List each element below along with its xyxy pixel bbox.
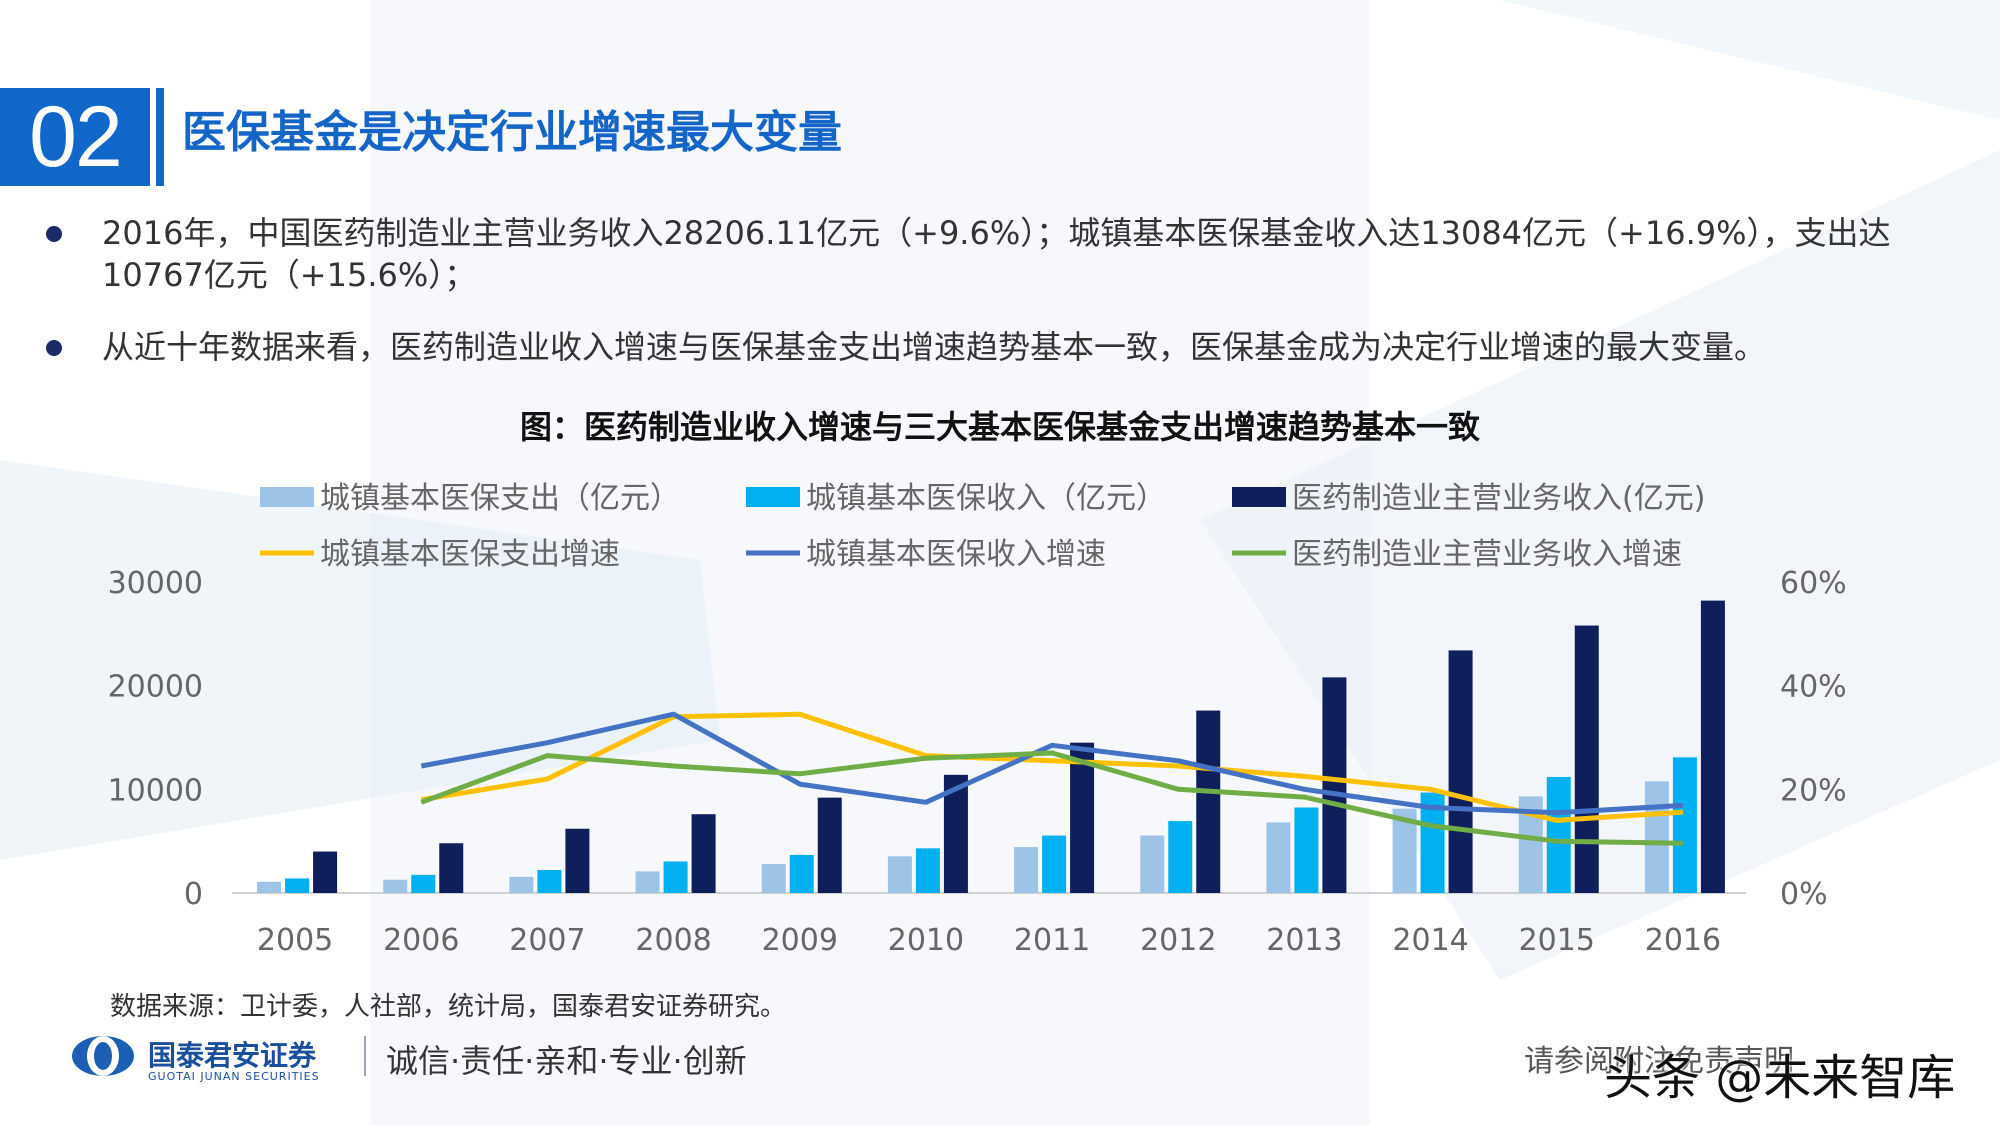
- watermark: 头条 @未来智库: [1604, 1050, 1956, 1106]
- bar-3: [1322, 677, 1347, 893]
- bar-1: [1140, 835, 1165, 893]
- chart-title: 图：医药制造业收入增速与三大基本医保基金支出增速趋势基本一致: [519, 408, 1480, 446]
- company-logo: 国泰君安证券 GUOTAI JUNAN SECURITIES: [70, 1034, 319, 1083]
- bar-1: [509, 876, 534, 893]
- bullet-text: 从近十年数据来看，医药制造业收入增速与医保基金支出增速趋势基本一致，医保基金成为…: [102, 328, 1767, 366]
- x-tick-label: 2016: [1645, 923, 1721, 958]
- bar-1: [383, 879, 408, 893]
- x-tick-label: 2010: [888, 923, 964, 958]
- y-left-tick-label: 0: [184, 877, 203, 912]
- bar-3: [1070, 742, 1095, 893]
- bar-3: [313, 851, 338, 893]
- bar-3: [691, 814, 716, 893]
- bullet-item: 2016年，中国医药制造业主营业务收入28206.11亿元（+9.6%）；城镇基…: [46, 212, 1946, 296]
- y-right-tick-label: 20%: [1780, 773, 1847, 808]
- page-title: 医保基金是决定行业增速最大变量: [182, 107, 842, 158]
- bar-3: [439, 843, 464, 893]
- y-right-tick-label: 0%: [1780, 877, 1828, 912]
- logo-name-cn: 国泰君安证券: [148, 1039, 317, 1072]
- legend-swatch: [746, 487, 800, 507]
- legend-label: 城镇基本医保收入增速: [806, 537, 1106, 572]
- company-slogan: 诚信·责任·亲和·专业·创新: [386, 1042, 747, 1080]
- bar-1: [635, 871, 660, 893]
- x-tick-label: 2005: [257, 923, 333, 958]
- bar-1: [887, 856, 912, 893]
- series-line-3: [420, 750, 1683, 846]
- disclaimer-text: 请参阅附注免责声明: [1524, 1044, 1794, 1079]
- bar-3: [1448, 650, 1473, 893]
- x-tick-label: 2014: [1392, 923, 1468, 958]
- bar-2: [411, 874, 436, 893]
- x-tick-label: 2013: [1266, 923, 1342, 958]
- bullet-dot-icon: [46, 226, 62, 242]
- legend-label: 医药制造业主营业务收入(亿元): [1292, 481, 1705, 516]
- bullet-text: 2016年，中国医药制造业主营业务收入28206.11亿元（+9.6%）；城镇基…: [102, 214, 1891, 294]
- bar-2: [1546, 776, 1571, 893]
- bar-2: [663, 861, 688, 893]
- x-tick-label: 2015: [1519, 923, 1595, 958]
- bullet-dot-icon: [46, 340, 62, 356]
- logo-name-en: GUOTAI JUNAN SECURITIES: [148, 1070, 320, 1083]
- bullet-list: 2016年，中国医药制造业主营业务收入28206.11亿元（+9.6%）；城镇基…: [46, 212, 1946, 398]
- legend-label: 城镇基本医保支出（亿元）: [320, 481, 680, 516]
- x-tick-label: 2009: [762, 923, 838, 958]
- x-tick-label: 2011: [1014, 923, 1090, 958]
- bar-3: [1196, 710, 1221, 893]
- bar-3: [565, 828, 590, 893]
- y-right-tick-label: 40%: [1780, 670, 1847, 705]
- bar-2: [1168, 821, 1193, 893]
- bar-1: [257, 881, 282, 893]
- footer-divider: [364, 1036, 366, 1076]
- bar-3: [817, 797, 842, 893]
- bar-2: [915, 848, 940, 893]
- y-left-tick-label: 20000: [108, 670, 203, 705]
- x-tick-label: 2012: [1140, 923, 1216, 958]
- bar-3: [1700, 600, 1725, 893]
- bar-2: [1672, 757, 1697, 893]
- y-left-tick-label: 30000: [108, 566, 203, 601]
- bar-2: [285, 878, 310, 893]
- legend-swatch: [260, 487, 314, 507]
- bar-1: [1014, 847, 1039, 893]
- bar-2: [1294, 807, 1319, 893]
- y-right-tick-label: 60%: [1780, 566, 1847, 601]
- x-tick-label: 2007: [509, 923, 585, 958]
- legend-label: 城镇基本医保收入（亿元）: [806, 481, 1166, 516]
- bar-1: [1644, 781, 1669, 893]
- y-left-tick-label: 10000: [108, 773, 203, 808]
- bar-2: [537, 870, 562, 893]
- legend-label: 医药制造业主营业务收入增速: [1292, 537, 1682, 572]
- data-source-note: 数据来源：卫计委，人社部，统计局，国泰君安证券研究。: [110, 992, 787, 1022]
- logo-emblem-icon: [72, 1036, 134, 1076]
- series-line-2: [420, 711, 1684, 816]
- x-tick-label: 2008: [635, 923, 711, 958]
- x-tick-label: 2006: [383, 923, 459, 958]
- bar-1: [1266, 822, 1291, 893]
- header-accent-bar: [156, 88, 164, 186]
- bar-2: [789, 854, 814, 893]
- legend-swatch: [1232, 487, 1286, 507]
- bullet-item: 从近十年数据来看，医药制造业收入增速与医保基金支出增速趋势基本一致，医保基金成为…: [46, 326, 1946, 368]
- section-number: 02: [0, 88, 150, 186]
- bar-2: [1042, 835, 1067, 893]
- bar-1: [761, 864, 786, 893]
- bar-3: [1574, 625, 1599, 893]
- legend-label: 城镇基本医保支出增速: [320, 537, 620, 572]
- series-line-1: [420, 711, 1684, 823]
